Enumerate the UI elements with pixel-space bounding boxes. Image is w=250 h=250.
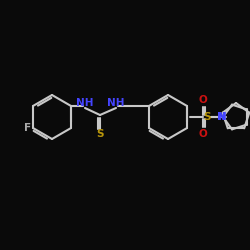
Text: O: O: [198, 95, 207, 105]
Text: NH: NH: [76, 98, 94, 108]
Text: NH: NH: [107, 98, 125, 108]
Text: N: N: [216, 112, 226, 122]
Text: S: S: [203, 112, 211, 122]
Text: O: O: [198, 129, 207, 139]
Text: N: N: [218, 112, 226, 122]
Text: F: F: [24, 123, 32, 133]
Text: S: S: [96, 129, 104, 139]
